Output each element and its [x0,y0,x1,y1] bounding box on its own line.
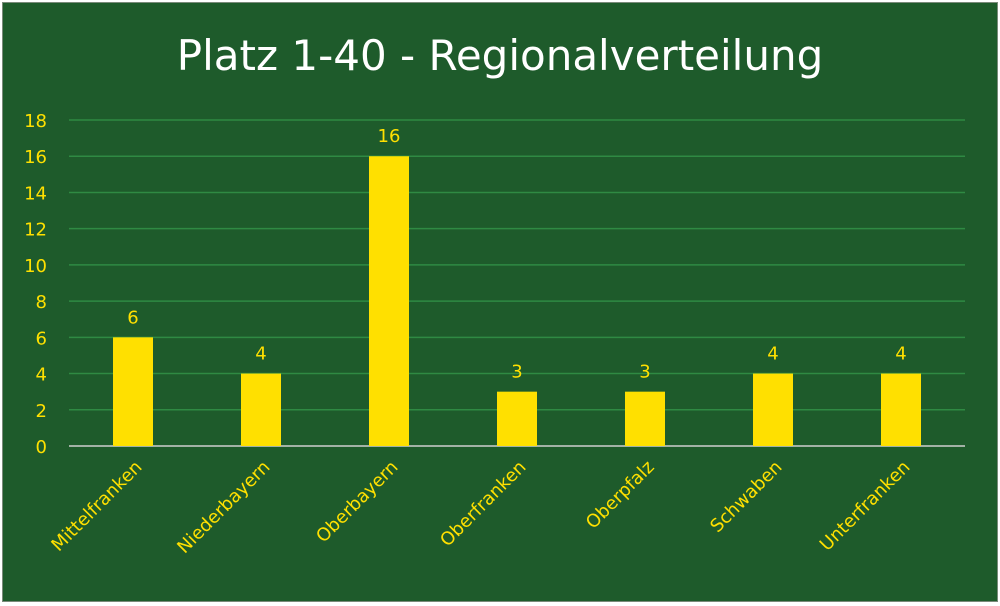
data-label: 4 [255,344,266,365]
x-tick-label: Mittelfranken [47,457,146,556]
y-tick-label: 8 [36,292,47,313]
x-tick-label: Oberbayern [312,457,402,547]
data-label: 3 [511,362,522,383]
y-tick-label: 6 [36,328,47,349]
bar-chart: 0 2 4 6 8 10 12 14 16 18 6 Mittelfranken 4 Niederbaye… [24,111,965,558]
x-tick-label: Oberpfalz [582,457,659,534]
y-tick-label: 18 [24,111,47,132]
chart-title: Platz 1-40 - Regionalverteilung [176,31,824,80]
data-label: 4 [895,344,906,365]
data-label: 3 [639,362,650,383]
bar [881,373,921,446]
y-tick-label: 14 [24,183,47,204]
y-tick-label: 12 [24,220,47,241]
bar [753,373,793,446]
x-tick-label: Unterfranken [816,457,915,556]
data-label: 6 [127,307,138,328]
y-tick-label: 10 [24,256,47,277]
y-tick-label: 4 [36,365,47,386]
bar [369,156,409,446]
bar [625,391,665,446]
y-tick-label: 16 [24,147,47,168]
x-tick-label: Schwaben [706,457,786,537]
x-tick-label: Oberfranken [436,457,530,551]
data-label: 4 [767,344,778,365]
bar [497,391,537,446]
y-tick-label: 0 [36,437,47,458]
bar [113,337,153,446]
y-tick-label: 2 [36,401,47,422]
x-tick-label: Niederbayern [173,457,274,558]
bar [241,373,281,446]
data-label: 16 [378,126,401,147]
